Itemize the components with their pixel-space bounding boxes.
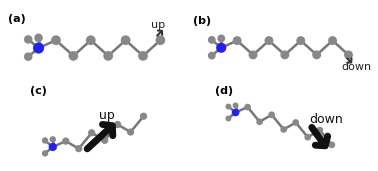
Text: up: up	[151, 20, 165, 30]
Text: down: down	[341, 62, 372, 72]
Circle shape	[127, 128, 134, 136]
Circle shape	[49, 143, 57, 151]
Circle shape	[344, 50, 353, 59]
Circle shape	[225, 115, 231, 121]
Circle shape	[244, 104, 251, 110]
Circle shape	[296, 36, 305, 45]
Circle shape	[292, 119, 299, 126]
Circle shape	[51, 35, 61, 45]
Circle shape	[75, 145, 82, 152]
Circle shape	[316, 127, 323, 134]
Circle shape	[268, 111, 275, 118]
Circle shape	[86, 35, 96, 45]
Circle shape	[34, 34, 43, 42]
Circle shape	[328, 36, 337, 45]
Circle shape	[103, 51, 113, 61]
Circle shape	[280, 50, 289, 59]
Circle shape	[304, 134, 311, 141]
Circle shape	[121, 35, 130, 45]
Circle shape	[42, 137, 48, 144]
Circle shape	[208, 52, 216, 60]
Circle shape	[312, 50, 321, 59]
Circle shape	[24, 35, 33, 44]
Circle shape	[328, 141, 335, 148]
Circle shape	[225, 104, 231, 109]
Circle shape	[217, 35, 225, 42]
Circle shape	[33, 42, 44, 54]
Circle shape	[24, 52, 33, 61]
Circle shape	[68, 51, 78, 61]
Text: (c): (c)	[30, 86, 46, 96]
Circle shape	[50, 136, 56, 143]
Circle shape	[249, 50, 257, 59]
Circle shape	[88, 129, 95, 136]
Circle shape	[232, 102, 239, 108]
Text: down: down	[309, 113, 343, 126]
Circle shape	[140, 113, 147, 120]
Circle shape	[265, 36, 273, 45]
Circle shape	[42, 150, 48, 157]
Circle shape	[155, 35, 165, 45]
Circle shape	[232, 109, 239, 116]
Text: (d): (d)	[215, 86, 233, 96]
Text: (a): (a)	[8, 14, 25, 24]
Text: (b): (b)	[194, 16, 212, 26]
Circle shape	[138, 51, 148, 61]
Circle shape	[216, 43, 226, 53]
Circle shape	[280, 126, 287, 133]
Circle shape	[101, 137, 108, 144]
Text: up: up	[99, 109, 115, 122]
Circle shape	[62, 137, 70, 145]
Circle shape	[114, 121, 121, 128]
Circle shape	[233, 36, 242, 45]
Circle shape	[208, 36, 216, 44]
Circle shape	[256, 118, 263, 125]
